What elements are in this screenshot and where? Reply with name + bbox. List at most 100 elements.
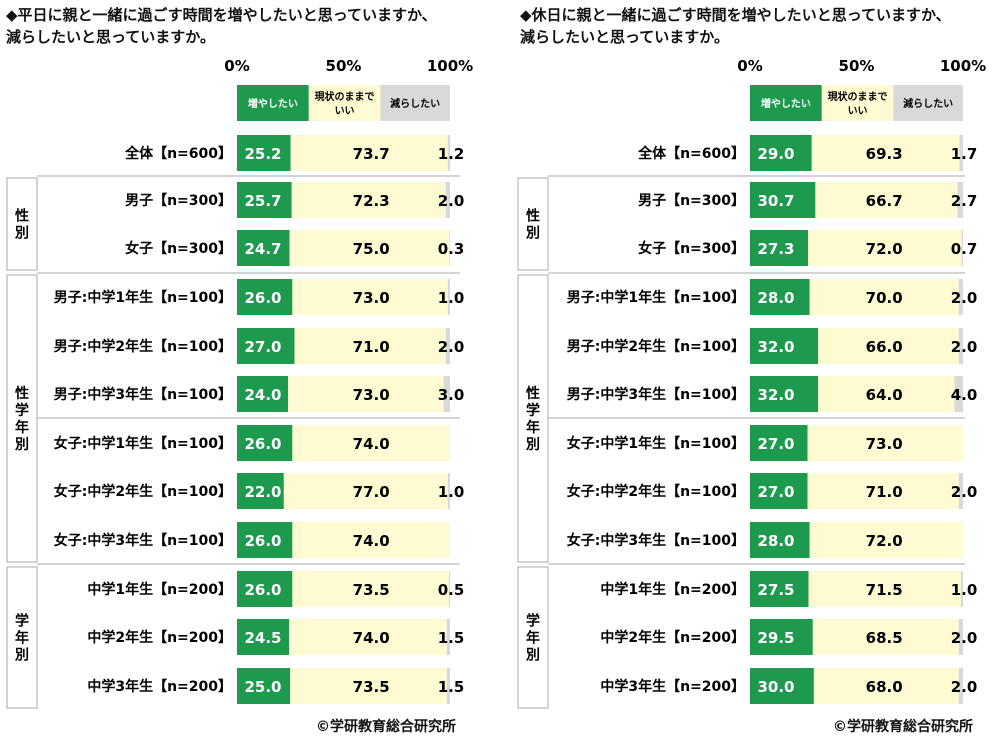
bar-current: [294, 328, 446, 364]
bar-decrease: [445, 328, 450, 364]
bar-increase: [750, 135, 812, 171]
data-label-increase: 25.0: [244, 678, 281, 696]
row-label: 中学1年生【n=200】: [87, 581, 232, 598]
data-label-increase: 24.7: [244, 240, 281, 258]
data-label-increase: 29.5: [757, 629, 794, 647]
bar-decrease: [960, 571, 963, 607]
data-label-increase: 28.0: [757, 532, 794, 550]
chart-title-holiday: ◆休日に親と一緒に過ごす時間を増やしたいと思っていますか、 減らしたいと思ってい…: [520, 6, 951, 46]
bar-increase: [237, 328, 295, 364]
group-label-char: 別: [14, 437, 29, 453]
row-label: 中学2年生【n=200】: [87, 629, 232, 646]
data-label-increase: 30.7: [757, 192, 794, 210]
data-label-current: 66.0: [866, 338, 903, 356]
data-label-decrease: 1.0: [951, 581, 978, 599]
data-label-increase: 27.3: [757, 240, 794, 258]
data-label-decrease: 1.0: [438, 289, 465, 307]
row-label: 男子【n=300】: [125, 193, 232, 209]
bar-current: [818, 376, 955, 412]
legend-label-current-1: 現状のままで: [315, 90, 375, 103]
bar-increase: [750, 668, 814, 704]
data-label-increase: 32.0: [757, 386, 794, 404]
data-label-current: 70.0: [866, 289, 903, 307]
bar-increase: [750, 473, 808, 509]
data-label-increase: 26.0: [244, 289, 281, 307]
data-label-current: 64.0: [866, 386, 903, 404]
group-bracket: [6, 177, 38, 271]
row-label: 全体【n=600】: [124, 145, 232, 162]
row-label: 男子:中学1年生【n=100】: [54, 289, 232, 306]
legend-label-increase: 増やしたい: [761, 97, 811, 110]
data-label-current: 74.0: [353, 435, 390, 453]
bar-current: [813, 668, 959, 704]
data-label-increase: 27.0: [244, 338, 281, 356]
data-label-current: 69.3: [866, 145, 903, 163]
data-label-increase: 25.2: [244, 145, 281, 163]
legend-label-increase: 増やしたい: [248, 97, 298, 110]
data-label-decrease: 0.7: [951, 240, 978, 258]
row-label: 中学3年生【n=200】: [600, 678, 745, 695]
bar-decrease: [958, 473, 963, 509]
legend-label-decrease: 減らしたい: [390, 97, 440, 110]
axis-tick-label: 0%: [737, 57, 762, 75]
data-label-increase: 26.0: [244, 532, 281, 550]
row-label: 女子:中学1年生【n=100】: [54, 435, 232, 452]
data-label-decrease: 1.0: [438, 483, 465, 501]
data-label-current: 74.0: [353, 629, 390, 647]
bar-decrease: [961, 230, 963, 266]
group-label-char: 年: [15, 630, 29, 647]
bar-decrease: [443, 376, 450, 412]
bar-increase: [750, 230, 809, 266]
bar-increase: [237, 619, 290, 655]
row-label: 女子:中学3年生【n=100】: [567, 532, 745, 549]
chart-title-weekday: ◆平日に親と一緒に過ごす時間を増やしたいと思っていますか、 減らしたいと思ってい…: [6, 6, 437, 46]
group-label-char: 学: [15, 613, 29, 630]
axis-tick-label: 50%: [326, 57, 362, 75]
data-label-decrease: 2.0: [438, 192, 465, 210]
bar-current: [815, 182, 958, 218]
bar-decrease: [958, 328, 963, 364]
bar-current: [290, 668, 447, 704]
bar-increase: [750, 328, 819, 364]
group-label-char: 学: [15, 402, 29, 419]
data-label-decrease: 1.5: [438, 629, 465, 647]
bar-current: [818, 328, 959, 364]
group-bracket: [517, 274, 549, 563]
bar-decrease: [446, 668, 450, 704]
data-label-increase: 27.0: [757, 483, 794, 501]
bar-decrease: [957, 182, 964, 218]
bar-decrease: [449, 230, 450, 266]
data-label-current: 77.0: [353, 483, 390, 501]
group-bracket: [517, 177, 549, 271]
data-label-increase: 32.0: [757, 338, 794, 356]
data-label-increase: 30.0: [757, 678, 794, 696]
legend-swatch-decrease: [380, 85, 450, 121]
row-label: 中学2年生【n=200】: [600, 629, 745, 646]
group-label-char: 別: [14, 226, 29, 242]
data-label-current: 75.0: [353, 240, 390, 258]
data-label-current: 73.5: [353, 678, 390, 696]
data-label-current: 73.0: [353, 386, 390, 404]
bar-increase: [237, 425, 293, 461]
row-label: 女子:中学2年生【n=100】: [567, 483, 745, 500]
row-label: 全体【n=600】: [637, 145, 745, 162]
bar-decrease: [958, 279, 963, 315]
bar-increase: [750, 376, 819, 412]
bar-increase: [750, 571, 809, 607]
data-label-decrease: 2.0: [951, 338, 978, 356]
data-label-decrease: 2.0: [951, 483, 978, 501]
data-label-increase: 28.0: [757, 289, 794, 307]
group-label-char: 年: [526, 419, 540, 436]
data-label-decrease: 2.0: [951, 289, 978, 307]
bar-current: [812, 619, 959, 655]
copyright-left: ©学研教育総合研究所: [316, 719, 456, 735]
data-label-current: 73.0: [866, 435, 903, 453]
bar-current: [808, 230, 962, 266]
data-label-current: 71.0: [866, 483, 903, 501]
group-bracket: [6, 274, 38, 563]
bar-current: [807, 473, 959, 509]
axis-tick-label: 100%: [940, 57, 986, 75]
group-label-char: 別: [525, 648, 540, 664]
data-label-current: 73.0: [353, 289, 390, 307]
bar-increase: [237, 279, 293, 315]
